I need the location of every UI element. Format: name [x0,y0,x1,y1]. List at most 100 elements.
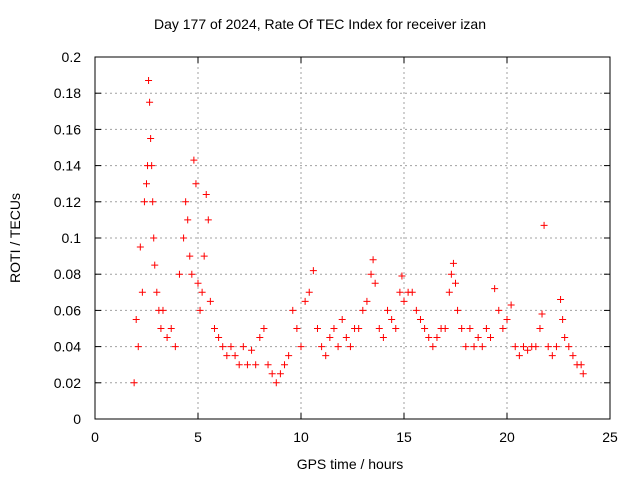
data-point [334,343,342,351]
data-point [235,361,243,369]
data-point [532,343,540,351]
data-point [462,343,470,351]
data-point [171,343,179,351]
data-point [396,288,404,296]
data-point [285,352,293,360]
data-point [369,256,377,264]
data-point [540,221,548,229]
data-point [159,306,167,314]
data-point [503,315,511,323]
data-point [138,288,146,296]
data-point [198,288,206,296]
data-point [143,180,150,188]
data-point [466,325,474,332]
data-point [577,361,585,369]
y-tick-label: 0.1 [62,230,82,246]
data-point [429,343,437,351]
data-point [363,297,371,305]
data-point [231,352,239,360]
data-point [223,352,231,360]
data-point [248,346,256,354]
data-point [260,325,268,332]
data-point [153,288,161,296]
data-point [184,216,192,224]
y-tick-label: 0.18 [54,85,81,101]
data-point [130,379,138,387]
data-point [375,325,383,332]
data-point [204,216,212,224]
y-tick-label: 0.06 [54,302,81,318]
data-point [379,334,387,342]
data-point [400,297,408,305]
data-point [398,272,406,280]
data-point [499,325,507,332]
data-point [190,156,198,164]
data-point [330,325,338,332]
x-tick-label: 10 [293,429,309,445]
x-tick-labels: 0 5 10 15 20 25 [91,429,618,445]
y-tick-label: 0.04 [54,339,81,355]
data-point [384,306,392,314]
data-point [215,334,223,342]
data-point [151,261,159,269]
data-point [326,334,334,342]
data-point [305,288,313,296]
data-point [219,343,227,351]
data-point [252,361,260,369]
data-point [200,252,208,260]
data-point [416,315,424,323]
data-point [202,191,210,199]
data-point [293,325,301,332]
data-point [289,306,297,314]
data-point [338,315,346,323]
data-point [565,343,573,351]
x-tick-label: 20 [499,429,515,445]
data-point [561,334,569,342]
data-point [538,310,546,318]
data-point [136,243,144,251]
data-point [281,361,289,369]
data-point [147,134,155,142]
data-point [309,267,317,275]
data-point [342,334,350,342]
data-point [192,180,200,188]
data-point [421,325,429,332]
data-point [355,325,363,332]
data-point [441,325,449,332]
data-point [146,98,154,106]
x-tick-label: 0 [91,429,99,445]
data-point [272,379,280,387]
data-point [268,370,276,378]
data-point [346,343,354,351]
data-point [478,343,486,351]
data-point [491,285,499,293]
data-point [227,343,235,351]
data-point [388,315,396,323]
data-point [408,288,416,296]
data-point [243,361,251,369]
data-point [186,252,194,260]
data-point [206,297,214,305]
data-point [322,352,330,360]
data-points [130,77,587,387]
plot-frame [94,56,611,420]
data-point [569,352,577,360]
data-point [552,343,560,351]
data-point [470,343,478,351]
data-point [313,325,321,332]
data-point [425,334,433,342]
data-point [182,198,190,206]
data-point [412,306,420,314]
data-point [145,77,153,85]
data-point [318,343,326,351]
data-point [371,279,379,287]
data-point [579,370,587,378]
data-point [433,334,441,342]
data-point [239,343,247,351]
data-point [264,361,272,369]
data-point [256,334,264,342]
data-point [454,306,462,314]
data-point [210,325,218,332]
x-tick-label: 5 [194,429,202,445]
